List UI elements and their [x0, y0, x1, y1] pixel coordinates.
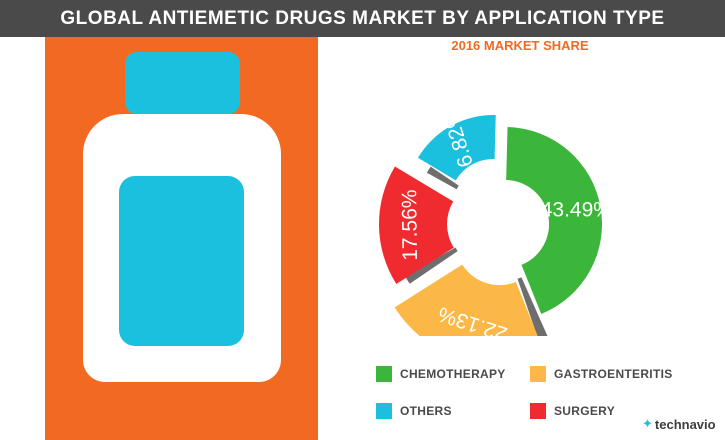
- legend-swatch-gastroenteritis: [530, 366, 546, 382]
- slice-surgery: [379, 166, 454, 284]
- brand-logo: ✦ technavio: [642, 416, 716, 432]
- slice-chemotherapy: [506, 127, 603, 314]
- slice-shadow-gastroenteritis: [517, 277, 548, 336]
- legend-swatch-surgery: [530, 403, 546, 419]
- chart-subtitle: 2016 MARKET SHARE: [451, 38, 589, 53]
- brand-name: technavio: [654, 416, 716, 432]
- slice-gastroenteritis: [394, 264, 538, 336]
- data-label-surgery: 17.56%: [398, 189, 422, 261]
- header-bar: GLOBAL ANTIEMETIC DRUGS MARKET BY APPLIC…: [0, 0, 725, 37]
- bottle-label-icon: [119, 176, 244, 346]
- legend-label-chemotherapy: CHEMOTHERAPY: [400, 367, 506, 381]
- legend-swatch-others: [376, 403, 392, 419]
- market-share-chart: 43.49%22.13%17.56%16.82%: [379, 106, 612, 336]
- slice-shadow-others: [426, 166, 459, 190]
- legend-item-gastroenteritis: GASTROENTERITIS: [530, 366, 673, 382]
- donut-hole: [461, 180, 549, 268]
- legend-item-chemotherapy: CHEMOTHERAPY: [376, 366, 506, 382]
- legend-swatch-chemotherapy: [376, 366, 392, 382]
- brand-star-icon: ✦: [642, 416, 653, 431]
- slice-others: [417, 114, 496, 181]
- legend-item-others: OTHERS: [376, 403, 452, 419]
- legend-label-surgery: SURGERY: [554, 404, 615, 418]
- legend-label-others: OTHERS: [400, 404, 452, 418]
- legend-label-gastroenteritis: GASTROENTERITIS: [554, 367, 673, 381]
- bottle-cap-icon: [125, 52, 240, 114]
- legend-item-surgery: SURGERY: [530, 403, 615, 419]
- slice-shadow-surgery: [404, 247, 458, 284]
- page-title: GLOBAL ANTIEMETIC DRUGS MARKET BY APPLIC…: [60, 7, 665, 29]
- data-label-chemotherapy: 43.49%: [541, 199, 612, 222]
